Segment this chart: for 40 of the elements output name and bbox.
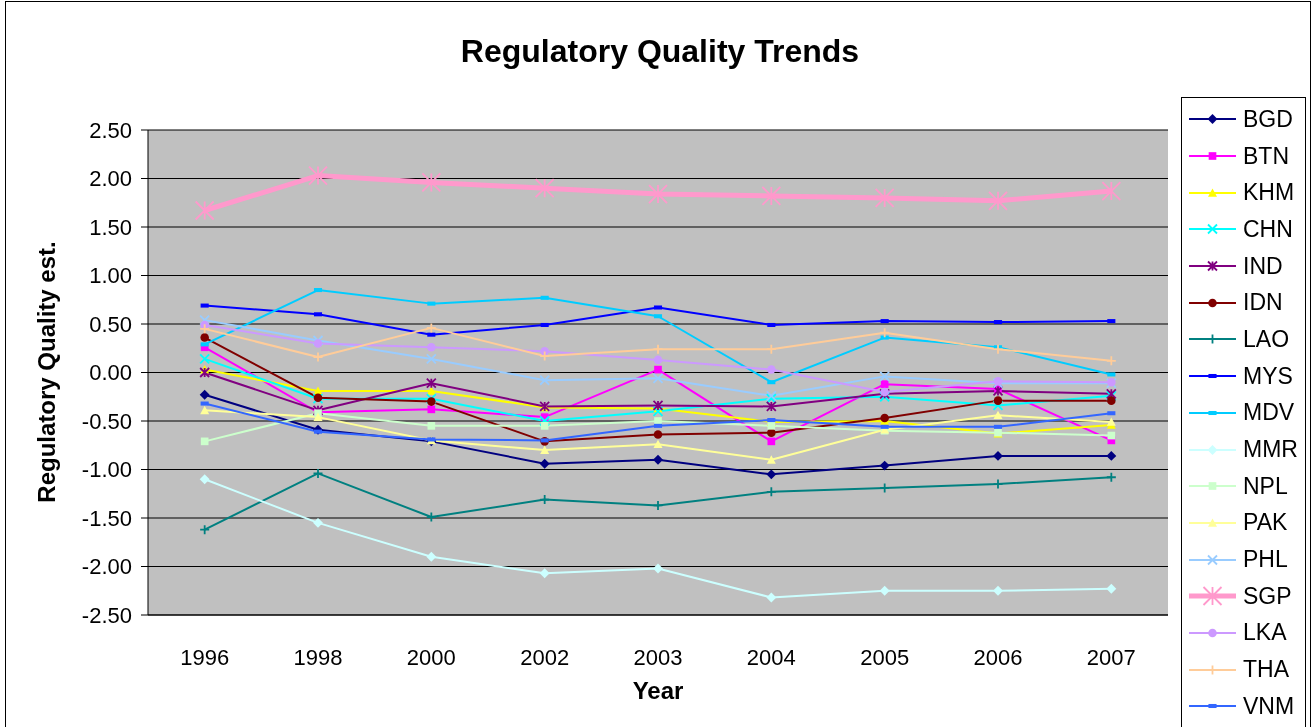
y-tick-label: -1.00 xyxy=(81,457,132,483)
legend-label: BGD xyxy=(1243,105,1293,133)
chart-title: Regulatory Quality Trends xyxy=(459,33,861,69)
x-tick-label: 2003 xyxy=(633,644,683,670)
legend-label: KHM xyxy=(1243,179,1295,207)
legend-label: SGP xyxy=(1243,582,1292,610)
legend-label: MDV xyxy=(1243,399,1295,427)
x-axis-title: Year xyxy=(631,677,685,704)
legend-label: MMR xyxy=(1243,436,1298,464)
y-tick-label: 2.50 xyxy=(89,117,132,143)
legend-label: MYS xyxy=(1243,362,1293,390)
x-tick-label: 2000 xyxy=(406,644,456,670)
x-tick-label: 2005 xyxy=(860,644,910,670)
y-tick-label: 0.00 xyxy=(89,360,132,386)
x-tick-label: 2007 xyxy=(1086,644,1136,670)
legend-label: IND xyxy=(1243,252,1283,280)
x-tick-label: 2004 xyxy=(746,644,796,670)
legend-label: NPL xyxy=(1243,472,1288,500)
legend-label: LKA xyxy=(1243,619,1287,647)
legend-label: THA xyxy=(1243,656,1289,684)
legend-label: VNM xyxy=(1243,692,1295,720)
y-tick-label: 0.50 xyxy=(89,311,132,337)
y-tick-label: 2.00 xyxy=(89,166,132,192)
legend-label: PHL xyxy=(1243,546,1288,574)
legend-label: IDN xyxy=(1243,289,1283,317)
y-axis-title: Regulatory Quality est. xyxy=(32,240,61,505)
legend-label: LAO xyxy=(1243,325,1290,353)
legend-label: PAK xyxy=(1243,509,1288,537)
legend-label: BTN xyxy=(1243,142,1289,170)
x-tick-label: 1998 xyxy=(293,644,343,670)
y-tick-label: -0.50 xyxy=(81,408,132,434)
y-tick-label: -1.50 xyxy=(81,505,132,531)
x-tick-label: 2002 xyxy=(520,644,570,670)
y-tick-label: -2.00 xyxy=(81,554,132,580)
x-tick-label: 1996 xyxy=(180,644,230,670)
legend-label: CHN xyxy=(1243,215,1293,243)
y-tick-label: 1.00 xyxy=(89,263,132,289)
x-tick-label: 2006 xyxy=(973,644,1023,670)
y-tick-label: -2.50 xyxy=(81,602,132,628)
y-tick-label: 1.50 xyxy=(89,214,132,240)
